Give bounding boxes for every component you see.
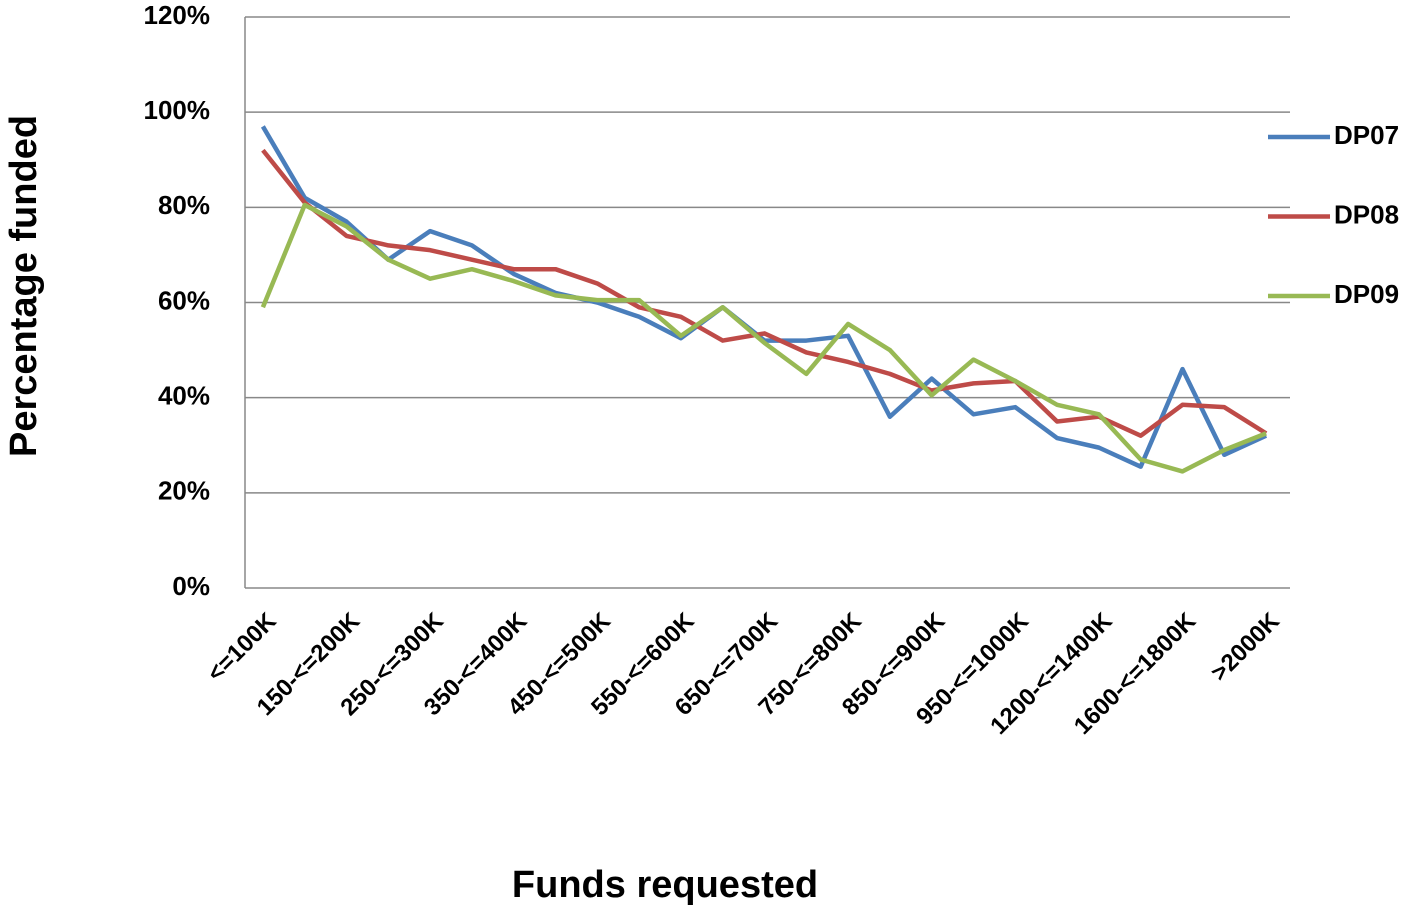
line-series xyxy=(261,148,1268,438)
legend-label: DP07 xyxy=(1334,120,1399,150)
y-tick-label: 40% xyxy=(158,381,210,411)
x-tick-label: >2000K xyxy=(1206,607,1285,686)
y-tick-label: 80% xyxy=(158,190,210,220)
y-tick-label: 0% xyxy=(172,571,210,601)
line-series xyxy=(260,125,1268,469)
x-tick-label: <=100K xyxy=(202,607,282,687)
y-tick-label: 100% xyxy=(144,95,211,125)
y-axis-title: Percentage funded xyxy=(3,115,45,457)
x-axis-title: Funds requested xyxy=(512,864,818,906)
line-series xyxy=(260,202,1267,474)
y-tick-label: 120% xyxy=(144,0,211,30)
y-tick-label: 20% xyxy=(158,476,210,506)
legend-label: DP08 xyxy=(1334,199,1399,229)
y-tick-label: 60% xyxy=(158,285,210,315)
legend-label: DP09 xyxy=(1334,279,1399,309)
